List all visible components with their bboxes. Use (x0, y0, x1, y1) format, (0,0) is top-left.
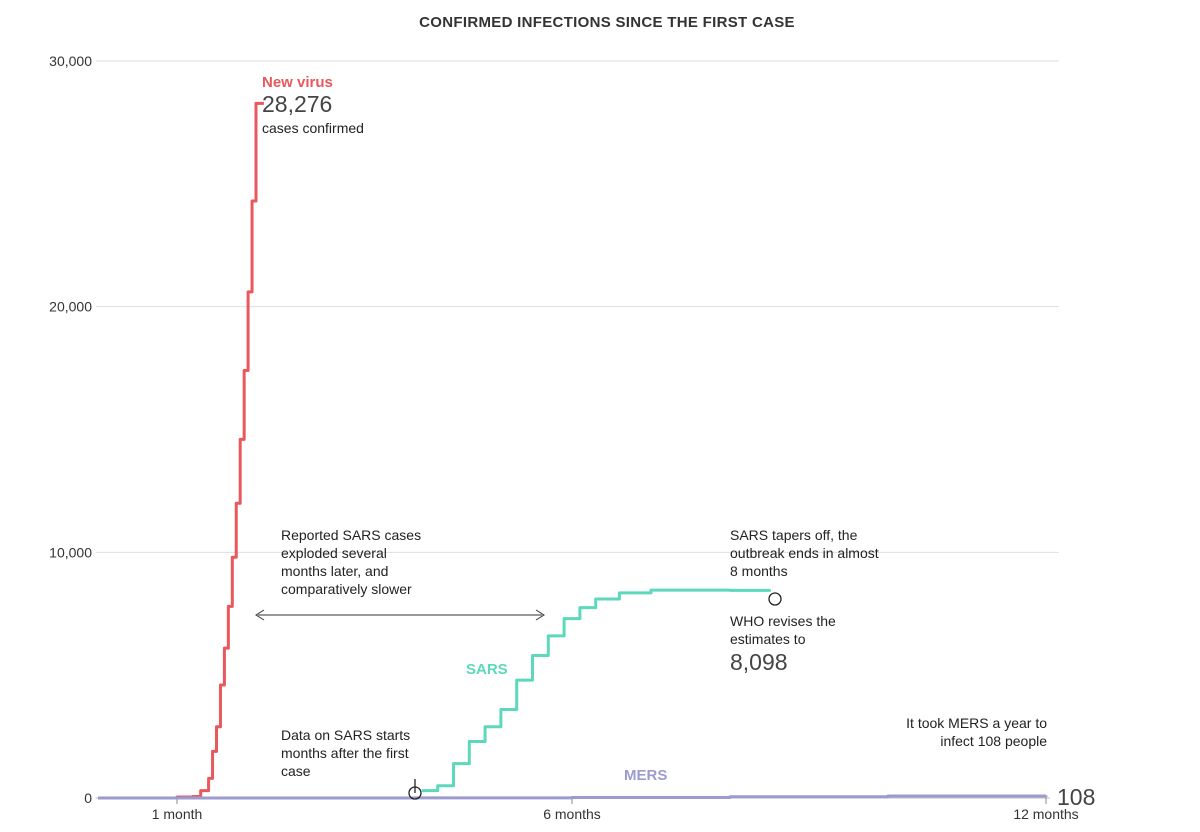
y-tick-label: 0 (84, 790, 92, 806)
mers-note-line: infect 108 people (940, 733, 1047, 749)
grid-lines (96, 60, 1059, 553)
x-tick-label: 6 months (543, 806, 601, 822)
sars-label: SARS (466, 661, 508, 678)
delay-note-line: exploded several (281, 545, 387, 561)
y-tick-label: 30,000 (49, 53, 92, 69)
y-axis: 0 10,000 20,000 30,000 (49, 53, 92, 806)
taper-note-line: outbreak ends in almost (730, 545, 879, 561)
revise-note-line: estimates to (730, 631, 806, 647)
delay-note-line: Reported SARS cases (281, 527, 421, 543)
new-virus-caption: cases confirmed (262, 120, 364, 136)
series-lines (98, 101, 1048, 800)
start-note-line: Data on SARS starts (281, 727, 410, 743)
series-line-sars (421, 588, 771, 793)
x-tick-label: 1 month (152, 806, 203, 822)
delay-note-line: comparatively slower (281, 581, 412, 597)
revise-value: 8,098 (730, 649, 788, 675)
series-line-mers (98, 794, 1048, 800)
start-note-line: case (281, 763, 311, 779)
mers-note-line: It took MERS a year to (906, 715, 1047, 731)
sars-start-marker (408, 786, 422, 800)
new-virus-value: 28,276 (262, 91, 332, 117)
mers-label: MERS (624, 767, 667, 784)
series-line-new-virus (157, 101, 264, 800)
y-tick-label: 10,000 (49, 544, 92, 560)
taper-note-line: 8 months (730, 563, 788, 579)
chart-title: CONFIRMED INFECTIONS SINCE THE FIRST CAS… (419, 14, 795, 31)
sars-end-marker (768, 592, 782, 606)
revise-note-line: WHO revises the (730, 613, 836, 629)
arrow-head-left (255, 609, 265, 621)
start-note-line: months after the first (281, 745, 409, 761)
x-tick-label: 12 months (1013, 806, 1078, 822)
mers-end-value: 108 (1057, 784, 1095, 810)
arrow-head-right (535, 609, 545, 621)
delay-note-line: months later, and (281, 563, 388, 579)
taper-note-line: SARS tapers off, the (730, 527, 858, 543)
x-axis: 1 month 6 months 12 months (96, 797, 1079, 822)
y-tick-label: 20,000 (49, 299, 92, 315)
new-virus-label: New virus (262, 74, 333, 91)
